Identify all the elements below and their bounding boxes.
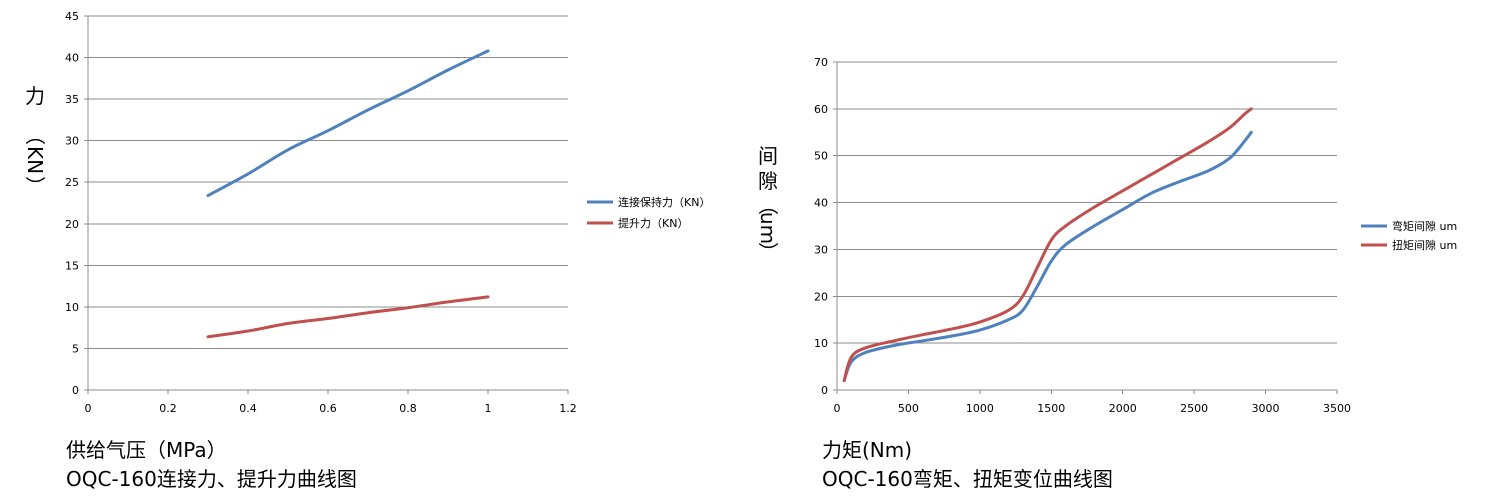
y-tick-label: 0 bbox=[821, 384, 828, 397]
x-tick-label: 0 bbox=[85, 402, 92, 415]
y-tick-label: 20 bbox=[65, 218, 79, 231]
y-axis-label-part: 间 bbox=[758, 144, 778, 168]
chart-1-xlabel: 供给气压（MPa） bbox=[66, 438, 227, 462]
y-axis-label-part: 力 bbox=[25, 84, 45, 108]
chart-2-caption: OQC-160弯矩、扭矩变位曲线图 bbox=[822, 467, 1113, 491]
y-tick-label: 5 bbox=[72, 342, 79, 355]
x-tick-label: 500 bbox=[898, 402, 919, 415]
x-tick-label: 3000 bbox=[1252, 402, 1280, 415]
y-tick-label: 40 bbox=[814, 197, 828, 210]
y-axis-label-part: （ bbox=[756, 195, 780, 215]
chart-connection-lift-force: 0 5 10 15 20 25 30 35 40 45 0 0.2 0.4 0.6 0.8 1 1.2 连接保持力… bbox=[23, 10, 710, 415]
x-tick-label: 0.6 bbox=[319, 402, 337, 415]
series-line-2 bbox=[206, 295, 490, 339]
x-tick-label: 3500 bbox=[1323, 402, 1351, 415]
y-axis-label-part: ） bbox=[23, 176, 47, 196]
x-tick-label: 1.2 bbox=[559, 402, 577, 415]
series-line-1 bbox=[842, 130, 1253, 383]
y-axis-label-part: （ bbox=[23, 125, 47, 145]
y-tick-label: 10 bbox=[814, 337, 828, 350]
x-tick-label: 2000 bbox=[1109, 402, 1137, 415]
x-tick-label: 1500 bbox=[1037, 402, 1065, 415]
legend-label-1: 弯矩间隙 um bbox=[1392, 219, 1457, 233]
y-axis-label-part: ） bbox=[756, 242, 780, 262]
y-axis-label-part: KN bbox=[23, 146, 47, 174]
x-tick-label: 0.4 bbox=[239, 402, 257, 415]
series-line-2 bbox=[842, 107, 1253, 383]
y-tick-label: 40 bbox=[65, 52, 79, 65]
y-tick-label: 50 bbox=[814, 150, 828, 163]
chart-bending-torsion-gap: 0 10 20 30 40 50 60 70 0 500 1000 1500 2000 2500 3000 3… bbox=[756, 56, 1457, 415]
chart-1-caption: OQC-160连接力、提升力曲线图 bbox=[66, 467, 357, 491]
x-tick-label: 0 bbox=[834, 402, 841, 415]
y-tick-label: 30 bbox=[65, 135, 79, 148]
y-axis-label-part: 隙 bbox=[758, 169, 778, 193]
y-tick-label: 25 bbox=[65, 176, 79, 189]
x-tick-label: 0.8 bbox=[399, 402, 417, 415]
y-tick-label: 30 bbox=[814, 243, 828, 256]
y-axis-label-part: um bbox=[756, 212, 780, 244]
y-tick-label: 60 bbox=[814, 103, 828, 116]
y-tick-label: 20 bbox=[814, 290, 828, 303]
y-tick-label: 70 bbox=[814, 56, 828, 69]
y-tick-label: 45 bbox=[65, 10, 79, 23]
x-tick-label: 0.2 bbox=[159, 402, 177, 415]
legend-label-2: 提升力（KN） bbox=[618, 217, 688, 230]
chart-2-xlabel: 力矩(Nm) bbox=[822, 438, 913, 462]
legend-label-2: 扭矩间隙 um bbox=[1392, 238, 1457, 252]
legend-label-1: 连接保持力（KN） bbox=[618, 195, 710, 209]
x-tick-label: 1 bbox=[485, 402, 492, 415]
y-tick-label: 15 bbox=[65, 259, 79, 272]
y-tick-label: 10 bbox=[65, 301, 79, 314]
x-tick-label: 2500 bbox=[1180, 402, 1208, 415]
y-tick-label: 35 bbox=[65, 93, 79, 106]
x-tick-label: 1000 bbox=[966, 402, 994, 415]
series-line-1 bbox=[206, 49, 490, 198]
y-tick-label: 0 bbox=[72, 384, 79, 397]
